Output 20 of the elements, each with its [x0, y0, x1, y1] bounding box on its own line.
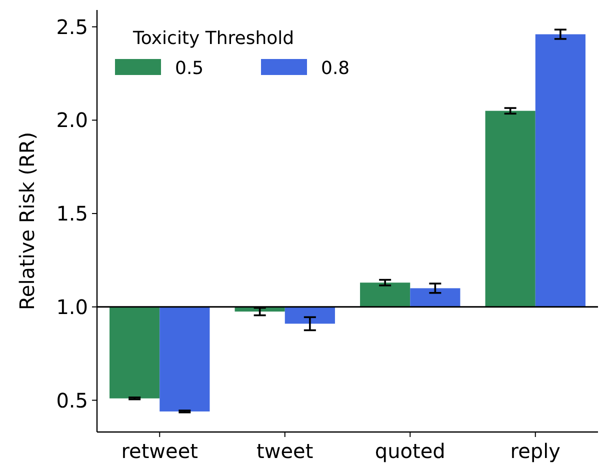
y-tick-label: 2.0 [56, 108, 88, 132]
y-axis-title: Relative Risk (RR) [15, 132, 39, 310]
legend-label: 0.8 [321, 58, 350, 79]
bar [410, 288, 460, 307]
y-tick-label: 1.5 [56, 202, 88, 226]
bar [360, 282, 410, 307]
bar [485, 110, 536, 307]
y-tick-label: 0.5 [56, 388, 88, 412]
bar [110, 306, 160, 398]
y-tick-label: 1.0 [56, 294, 88, 319]
x-tick-label: retweet [121, 439, 198, 463]
bar [160, 306, 210, 412]
legend-title: Toxicity Threshold [132, 28, 294, 49]
x-tick-label: reply [510, 439, 561, 463]
bar [284, 306, 335, 324]
y-tick-label: 2.5 [56, 14, 88, 39]
bar [535, 34, 586, 307]
x-tick-label: tweet [256, 439, 314, 463]
legend-label: 0.5 [175, 58, 204, 79]
x-tick-label: quoted [374, 439, 446, 463]
